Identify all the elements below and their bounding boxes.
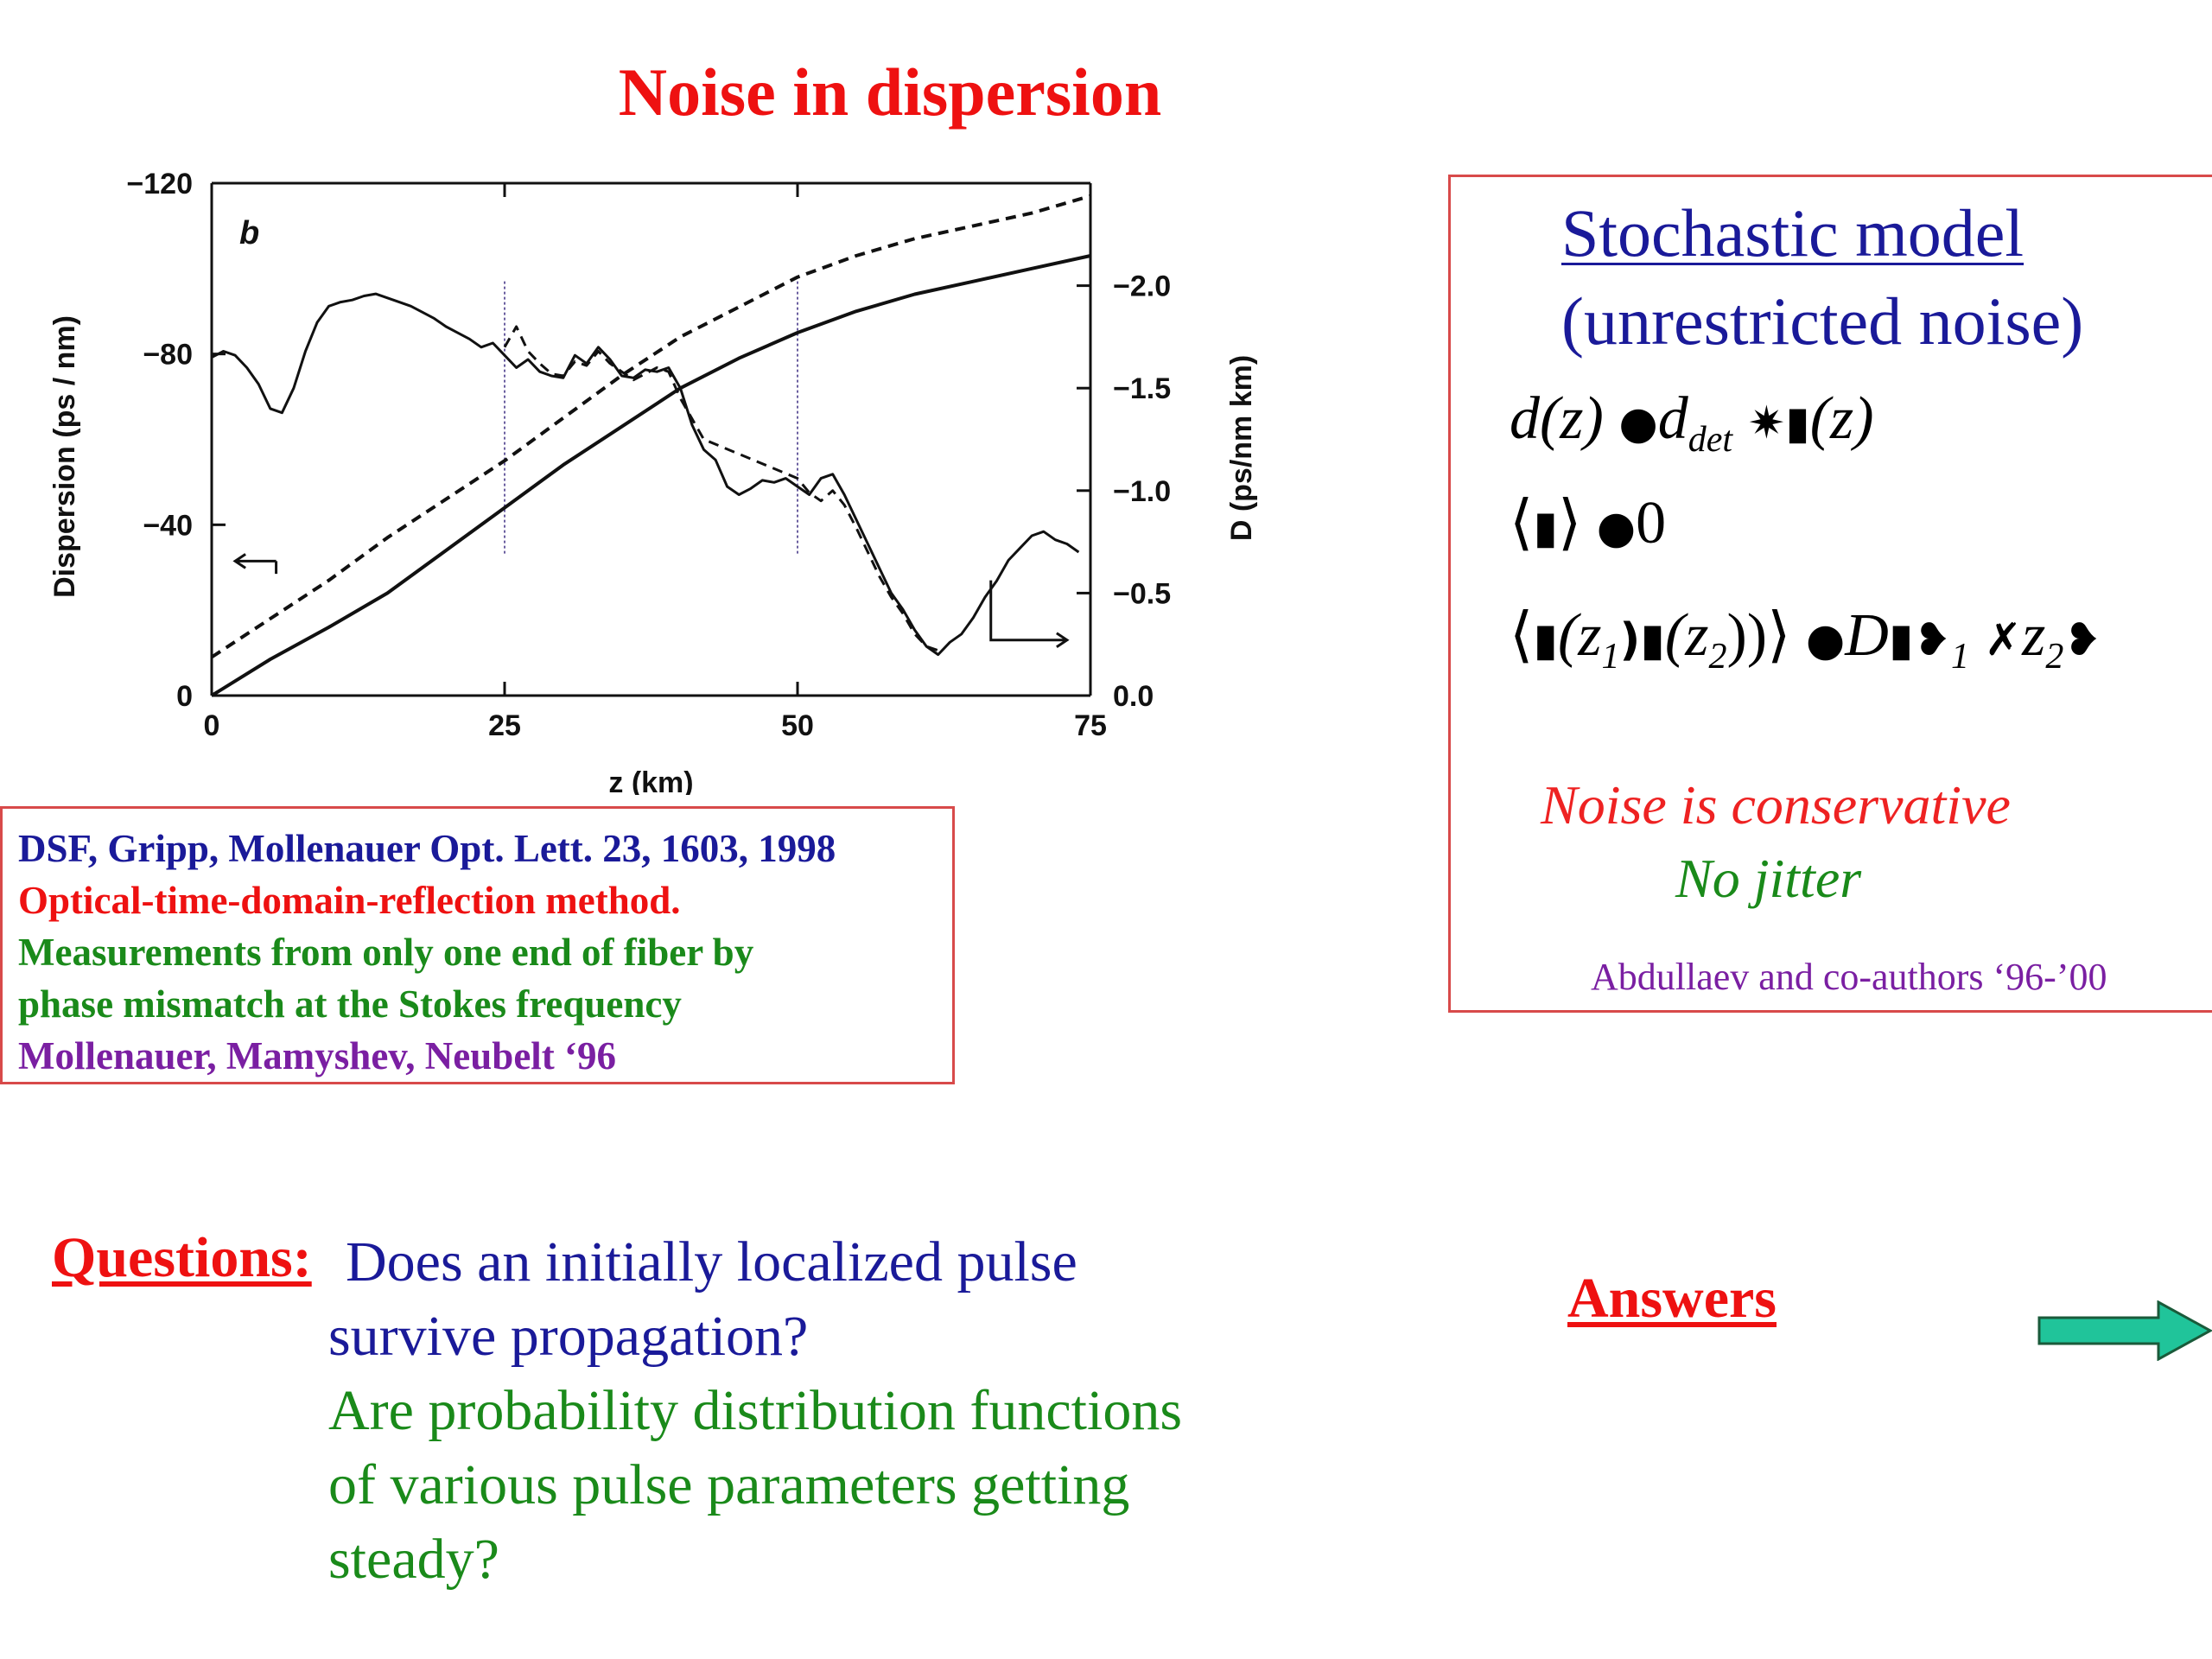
eq1-var: d <box>1657 385 1688 452</box>
eq3-d: D <box>1845 602 1889 669</box>
eq1-op: ● <box>1618 397 1658 449</box>
reference-line-2: Optical-time-domain-reflection method. <box>18 879 681 922</box>
y-left-tick-label-1: −40 <box>143 509 193 542</box>
equation-mean-zero: ⟨▮⟩ ●0 <box>1510 486 1666 558</box>
eq3-a2: (z <box>1664 602 1709 669</box>
eq3-op: ● <box>1805 614 1846 666</box>
question-line-5: steady? <box>328 1528 499 1591</box>
questions-label: Questions: <box>52 1226 312 1289</box>
note-conservative: Noise is conservative <box>1541 774 2011 836</box>
eq3-g4: ✗ <box>1984 614 2023 666</box>
eq1-arg: (z) <box>1809 385 1874 452</box>
eq3-z2: z <box>2022 602 2046 669</box>
x-tick-label-2: 50 <box>781 709 814 742</box>
chart-axes <box>210 181 1092 697</box>
y-left-axis-label: Dispersion (ps / nm) <box>48 315 81 598</box>
chart-labels: b z (km) Dispersion (ps / nm) D (ps/nm km) <box>48 215 1258 795</box>
eq3-s2: 2 <box>1708 637 1727 677</box>
reference-line-1: DSF, Gripp, Mollenauer Opt. Lett. 23, 16… <box>18 827 836 870</box>
answers-label: Answers <box>1567 1267 1777 1330</box>
reference-line-3: Measurements from only one end of fiber … <box>18 931 754 974</box>
note-no-jitter: No jitter <box>1675 848 1862 909</box>
eq3-open: ⟨ <box>1510 602 1534 669</box>
eq2-glyph: ▮ <box>1533 502 1558 554</box>
right-arrow-icon[interactable] <box>2037 1300 2212 1361</box>
right-axis-arrow-icon <box>989 580 1070 649</box>
question-line-4: of various pulse parameters getting <box>328 1453 1130 1516</box>
y-right-tick-label-1: −0.5 <box>1113 577 1171 610</box>
x-tick-label-3: 75 <box>1074 709 1107 742</box>
eq3-g2: )▮ <box>1619 614 1665 666</box>
model-subheading: (unrestricted noise) <box>1561 283 2084 359</box>
reference-line-4: phase mismatch at the Stokes frequency <box>18 982 682 1026</box>
eq3-s3: 1 <box>1951 637 1970 677</box>
eq1-glyph: ✷▮ <box>1747 397 1810 449</box>
series-left-dashed-1 <box>210 194 1091 659</box>
question-line-2: survive propagation? <box>328 1305 809 1368</box>
slide-title: Noise in dispersion <box>618 54 1162 130</box>
eq2-rhs: 0 <box>1636 490 1667 556</box>
eq3-close: ))⟩ <box>1726 602 1791 669</box>
chart-series <box>210 194 1091 697</box>
eq3-a1: (z <box>1557 602 1602 669</box>
eq2-op: ● <box>1596 502 1637 554</box>
chart-ticks: 0 25 50 75 0 −40 −80 −120 0.0 −0.5 −1.0 −1.5 −2.0 <box>126 168 1171 742</box>
series-left-solid-0 <box>210 254 1091 697</box>
eq3-s4: 2 <box>2045 637 2064 677</box>
y-left-tick-label-0: 0 <box>176 680 193 713</box>
y-right-tick-label-4: −2.0 <box>1113 270 1171 303</box>
model-heading: Stochastic model <box>1561 195 2024 270</box>
dispersion-chart: 0 25 50 75 0 −40 −80 −120 0.0 −0.5 −1.0 −1.5 −2.0 b z… <box>48 168 1258 795</box>
eq2-close: ⟩ <box>1557 490 1582 556</box>
y-left-tick-label-3: −120 <box>126 168 193 200</box>
eq3-g1: ▮ <box>1533 614 1558 666</box>
eq3-s1: 1 <box>1601 637 1620 677</box>
left-axis-arrow-icon <box>232 553 278 575</box>
reference-box: DSF, Gripp, Mollenauer Opt. Lett. 23, 16… <box>0 806 955 1084</box>
y-right-tick-label-3: −1.5 <box>1113 372 1171 405</box>
y-left-tick-label-2: −80 <box>143 339 193 372</box>
x-tick-label-1: 25 <box>488 709 521 742</box>
eq3-g3: ▮❥ <box>1888 614 1952 666</box>
x-tick-label-0: 0 <box>204 709 220 742</box>
x-axis-label: z (km) <box>608 766 693 795</box>
stochastic-model-box: Stochastic model (unrestricted noise) d(… <box>1448 175 2212 1013</box>
equation-correlation: ⟨▮(z1)▮(z2))⟩ ●D▮❥1 ✗z2❥ <box>1510 599 2101 677</box>
reference-line-5: Mollenauer, Mamyshev, Neubelt ‘96 <box>18 1034 617 1077</box>
panel-label: b <box>239 215 259 251</box>
series-right-solid-2 <box>211 292 1080 657</box>
eq2-open: ⟨ <box>1510 490 1534 556</box>
equation-dispersion-decomposition: d(z) ●ddet ✷▮(z) <box>1510 385 1874 461</box>
question-line-3: Are probability distribution functions <box>328 1379 1183 1442</box>
y-right-axis-label: D (ps/nm km) <box>1225 355 1258 541</box>
y-right-tick-label-0: 0.0 <box>1113 680 1154 713</box>
series-right-dashed-3 <box>503 325 939 652</box>
model-citation: Abdullaev and co-authors ‘96-’00 <box>1591 956 2107 998</box>
question-line-1: Does an initially localized pulse <box>346 1230 1077 1294</box>
y-right-tick-label-2: −1.0 <box>1113 475 1171 508</box>
chart-markers <box>504 281 798 555</box>
eq1-sub: det <box>1688 420 1733 460</box>
eq3-g5: ❥ <box>2063 614 2101 666</box>
eq1-lhs: d(z) <box>1510 385 1604 452</box>
